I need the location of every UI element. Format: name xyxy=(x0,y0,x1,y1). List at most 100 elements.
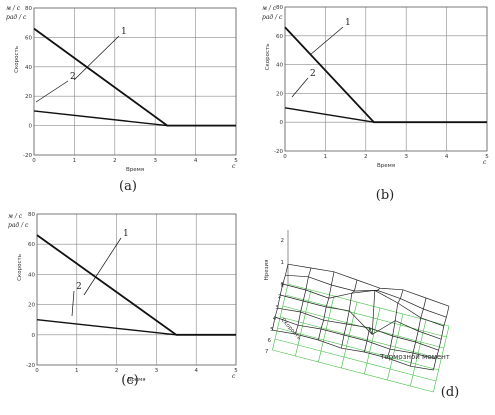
floor-grid-line xyxy=(318,295,335,363)
y-tick-label: 20 xyxy=(276,91,283,97)
y-tick-label: 60 xyxy=(28,242,35,248)
series-line-1 xyxy=(33,27,236,127)
series-leader-1 xyxy=(309,26,344,56)
surface-column xyxy=(341,279,358,349)
row-tick-label: 3 xyxy=(275,305,279,311)
plot-frame xyxy=(36,213,237,366)
x-tick-label: 2 xyxy=(113,158,117,164)
floor-grid-line xyxy=(280,316,442,360)
series-leader-1 xyxy=(83,237,122,296)
surface-column xyxy=(410,297,427,367)
x-tick-label: 1 xyxy=(75,368,79,374)
x-axis-label: Тормозной момент xyxy=(379,353,450,361)
x-tick-label: 4 xyxy=(194,158,198,164)
y-tick-label: 80 xyxy=(276,5,283,11)
floor-grid-line xyxy=(272,283,289,351)
y-tick-label: 80 xyxy=(28,212,35,218)
row-tick-label: 2 xyxy=(278,294,282,300)
floor-grid-line xyxy=(387,313,404,381)
floor-grid-line xyxy=(274,338,437,382)
y-tick-label: 40 xyxy=(25,65,32,71)
z-tick-label: 1 xyxy=(281,260,285,266)
series-label-1: 1 xyxy=(345,18,351,28)
surface-row xyxy=(277,307,439,351)
y-tick-label: 20 xyxy=(25,94,32,100)
x-tick-label: 1 xyxy=(324,154,328,160)
surface-row xyxy=(287,263,450,307)
y-tick-label: 0 xyxy=(29,124,33,130)
panel-caption: (d) xyxy=(441,385,459,400)
y-tick-label: 20 xyxy=(28,303,35,309)
x-tick-label: 5 xyxy=(234,158,238,164)
surface-column xyxy=(295,267,312,335)
x-tick-label: 0 xyxy=(283,154,287,160)
y-tick-label: 40 xyxy=(28,272,35,278)
x-unit: с xyxy=(232,373,236,380)
x-tick-label: 5 xyxy=(485,154,489,160)
floor-grid-line xyxy=(272,349,434,393)
y-unit-top: м / с xyxy=(262,5,277,12)
series-leader-2 xyxy=(71,290,75,317)
row-tick-label: 4 xyxy=(273,316,277,322)
plot-frame xyxy=(33,7,237,156)
surface-row xyxy=(282,283,444,327)
series-leader-2 xyxy=(35,80,69,103)
x-tick-label: 2 xyxy=(364,154,368,160)
x-axis-label: Время xyxy=(377,163,395,169)
surface-row xyxy=(274,316,437,360)
surface-row xyxy=(285,274,447,318)
x-tick-label: 2 xyxy=(115,368,119,374)
floor-grid-line xyxy=(295,289,312,357)
series-label-2: 2 xyxy=(310,69,316,79)
row-tick-label: 6 xyxy=(268,338,272,344)
y-axis-label: Скорость xyxy=(265,44,271,71)
floor-grid-line xyxy=(410,319,427,387)
surface-column xyxy=(272,264,289,331)
x-tick-label: 4 xyxy=(445,154,449,160)
x-tick-label: 1 xyxy=(73,158,77,164)
plot-frame xyxy=(284,6,488,152)
x-tick-label: 5 xyxy=(234,368,238,374)
y-tick-label: 60 xyxy=(276,34,283,40)
y-unit-top: м / с xyxy=(8,213,23,220)
surface-column xyxy=(387,289,404,359)
floor-grid-line xyxy=(277,327,439,371)
z-tick-label: 2 xyxy=(281,238,285,244)
surface-column xyxy=(318,271,335,341)
y-tick-label: 60 xyxy=(25,35,32,41)
surface-column xyxy=(364,287,381,353)
y-axis-label: Скорость xyxy=(17,254,23,281)
y-axis-label: Скорость xyxy=(14,46,20,73)
y-tick-label: -20 xyxy=(26,363,35,369)
y-unit-bottom: рад / с xyxy=(6,14,27,21)
y-tick-label: 40 xyxy=(276,63,283,69)
series-label-1: 1 xyxy=(121,27,127,37)
panel-caption: (c) xyxy=(121,373,138,388)
x-axis-label: Время xyxy=(126,167,144,173)
row-tick-label: 5 xyxy=(270,327,274,333)
x-tick-label: 3 xyxy=(153,158,157,164)
x-unit: с xyxy=(232,163,236,170)
x-axis-label: Время xyxy=(127,377,145,383)
series-line-1 xyxy=(36,234,236,336)
series-label-1: 1 xyxy=(123,229,129,239)
y-tick-label: 0 xyxy=(280,120,284,126)
x-tick-label: 0 xyxy=(32,158,36,164)
panel-caption: (a) xyxy=(119,179,137,194)
panel-caption: (b) xyxy=(376,188,394,203)
floor-grid-line xyxy=(287,283,450,327)
x-tick-label: 4 xyxy=(194,368,198,374)
floor-grid-line xyxy=(285,294,447,338)
series-leader-2 xyxy=(291,77,309,98)
x-tick-label: 3 xyxy=(404,154,408,160)
z-axis-label: Нрезия xyxy=(264,260,270,281)
y-unit-bottom: рад / с xyxy=(262,14,283,21)
surface-row xyxy=(280,294,442,340)
floor-grid-line xyxy=(364,307,381,375)
surface-row xyxy=(272,329,434,371)
